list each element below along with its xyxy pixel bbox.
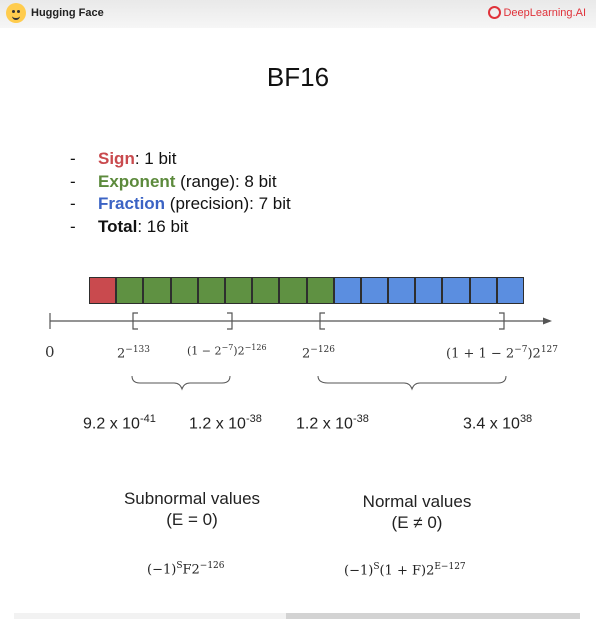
- fraction-bit-cell: [496, 277, 524, 304]
- subnormal-title: Subnormal values: [123, 489, 261, 508]
- decimal-exponent: -41: [139, 413, 156, 425]
- formula-part: (−1): [147, 562, 177, 578]
- bullet-dash: -: [70, 194, 76, 213]
- axis-zero-label: 0: [45, 343, 55, 361]
- normal-title: Normal values: [362, 492, 472, 511]
- formula-part: F2: [182, 562, 200, 578]
- hugging-face-brand: Hugging Face: [6, 3, 104, 23]
- fraction-detail: (precision): 7 bit: [165, 194, 291, 213]
- label-inner-exponent: −7: [514, 345, 528, 355]
- normal-caption: Normal values (E ≠ 0): [307, 491, 527, 533]
- fraction-label: Fraction: [98, 194, 166, 213]
- subnormal-close-bracket: [227, 312, 233, 330]
- label-exponent: −126: [310, 345, 336, 355]
- label-exponent: −126: [244, 343, 267, 352]
- exponent-detail: (range): 8 bit: [175, 171, 277, 191]
- label-mid: )2: [233, 344, 245, 358]
- label-base: 2: [117, 346, 126, 362]
- exponent-bit-cell: [170, 277, 198, 304]
- subnormal-min-decimal: 9.2 x 10-41: [83, 413, 156, 433]
- label-base: (1 + 1 − 2: [446, 346, 515, 362]
- decimal-mantissa: 9.2 x 10: [83, 415, 140, 433]
- list-item-fraction: - Fraction (precision): 7 bit: [70, 193, 291, 216]
- sign-bit-cell: [89, 277, 117, 304]
- label-base: (1 − 2: [187, 344, 222, 358]
- subnormal-caption: Subnormal values (E = 0): [82, 488, 302, 530]
- exponent-bit-cell: [279, 277, 307, 304]
- list-item-total: - Total: 16 bit: [70, 216, 291, 239]
- normal-min-label: 2−126: [302, 345, 335, 361]
- fraction-bit-cell: [333, 277, 361, 304]
- subnormal-formula: (−1)SF2−126: [147, 561, 225, 577]
- list-item-exponent: - Exponent (range): 8 bit: [70, 171, 291, 194]
- total-detail: : 16 bit: [137, 216, 189, 236]
- label-exponent: 127: [540, 345, 559, 355]
- normal-close-bracket: [499, 312, 505, 330]
- subnormal-condition: (E = 0): [166, 510, 218, 529]
- decimal-mantissa: 1.2 x 10: [296, 415, 353, 433]
- video-progress-fill: [14, 613, 286, 619]
- normal-formula: (−1)S(1 + F)2E−127: [344, 562, 466, 578]
- exponent-label: Exponent: [98, 171, 176, 191]
- decimal-exponent: 38: [519, 413, 533, 425]
- exponent-bit-cell: [306, 277, 334, 304]
- decimal-exponent: -38: [352, 413, 369, 425]
- normal-condition: (E ≠ 0): [391, 513, 443, 532]
- subnormal-max-decimal: 1.2 x 10-38: [189, 413, 262, 433]
- bit-breakdown-list: - Sign: 1 bit - Exponent (range): 8 bit - F…: [70, 148, 291, 238]
- exponent-bit-cell: [143, 277, 171, 304]
- decimal-mantissa: 3.4 x 10: [463, 415, 520, 433]
- fraction-bit-cell: [442, 277, 470, 304]
- formula-superscript: E−127: [434, 562, 466, 572]
- normal-min-decimal: 1.2 x 10-38: [296, 413, 369, 433]
- sign-detail: : 1 bit: [134, 149, 177, 168]
- axis-arrow: [543, 317, 552, 325]
- normal-brace: [317, 375, 507, 391]
- exponent-bit-cell: [116, 277, 144, 304]
- subnormal-open-bracket: [132, 312, 138, 330]
- label-base: 2: [302, 346, 311, 362]
- formula-superscript: −126: [199, 561, 225, 571]
- fraction-bit-cell: [469, 277, 497, 304]
- deeplearning-brand: DeepLearning.AI: [488, 6, 586, 19]
- fraction-bit-cell: [415, 277, 443, 304]
- decimal-exponent: -38: [245, 413, 262, 425]
- exponent-bit-cell: [224, 277, 253, 304]
- hugging-face-label: Hugging Face: [31, 7, 104, 19]
- label-exponent: −133: [125, 345, 151, 355]
- bit-layout-bar: [89, 277, 524, 304]
- label-mid: )2: [527, 346, 541, 362]
- video-progress-bar[interactable]: [14, 613, 580, 619]
- subnormal-brace: [131, 375, 231, 391]
- slide-title: BF16: [266, 62, 330, 92]
- total-label: Total: [98, 216, 138, 236]
- top-bar: Hugging Face DeepLearning.AI: [0, 0, 596, 28]
- formula-part: (−1): [344, 563, 374, 579]
- subnormal-min-label: 2−133: [117, 345, 150, 361]
- label-inner-exponent: −7: [221, 343, 234, 352]
- deeplearning-icon: [488, 6, 502, 19]
- normal-max-label: (1 + 1 − 2−7)2127: [446, 345, 558, 361]
- formula-superscript: S: [176, 561, 183, 571]
- formula-part: (1 + F)2: [379, 563, 435, 579]
- decimal-mantissa: 1.2 x 10: [189, 415, 246, 433]
- bullet-dash: -: [70, 171, 76, 191]
- exponent-bit-cell: [197, 277, 225, 304]
- fraction-bit-cell: [388, 277, 416, 304]
- bullet-dash: -: [70, 216, 76, 236]
- normal-open-bracket: [319, 312, 325, 330]
- hugging-face-icon: [6, 3, 26, 23]
- sign-label: Sign: [98, 149, 135, 168]
- bullet-dash: -: [70, 149, 76, 168]
- formula-superscript: S: [373, 562, 380, 572]
- exponent-bit-cell: [252, 277, 280, 304]
- deeplearning-label: DeepLearning.AI: [503, 6, 586, 19]
- subnormal-max-label: (1 − 2−7)2−126: [187, 343, 267, 358]
- normal-max-decimal: 3.4 x 1038: [463, 413, 532, 433]
- fraction-bit-cell: [360, 277, 389, 304]
- list-item-sign: - Sign: 1 bit: [70, 148, 291, 171]
